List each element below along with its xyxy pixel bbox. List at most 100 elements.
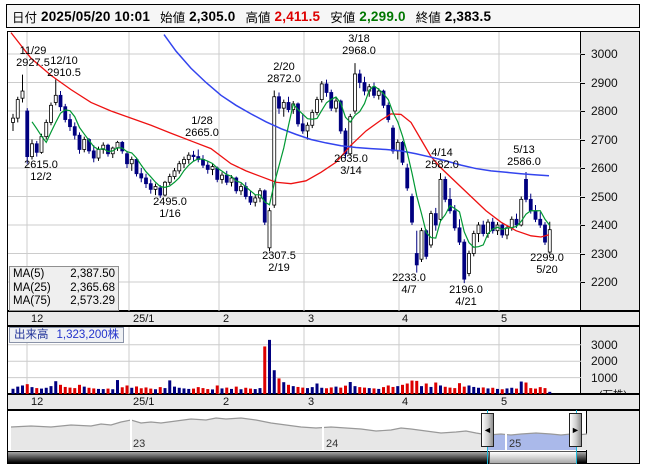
volume-bar	[11, 388, 15, 394]
candle-body	[148, 183, 153, 190]
candle-body	[372, 86, 376, 96]
candle-body	[68, 119, 72, 128]
volume-tick-label: 3000	[591, 337, 618, 352]
candle-body	[547, 229, 552, 253]
candle-body	[44, 122, 49, 138]
price-tick-label: 2500	[591, 189, 618, 204]
volume-bar	[215, 385, 219, 394]
volume-bar	[548, 391, 552, 394]
volume-bar	[524, 382, 528, 394]
candle-body	[362, 82, 367, 92]
high-label: 高値	[245, 10, 271, 25]
navigator-area	[11, 418, 587, 450]
volume-bar	[82, 386, 86, 394]
high-value: 2,411.5	[274, 8, 321, 24]
candle-body	[500, 224, 505, 236]
candle-body	[172, 170, 177, 177]
price-chart-x-axis: 12 25/1 2 3 4 5	[7, 311, 640, 326]
price-tick-mark	[581, 282, 585, 283]
volume-bar	[87, 387, 91, 394]
candle-body	[414, 253, 419, 266]
volume-bar	[35, 388, 39, 394]
price-tick-label: 2400	[591, 218, 618, 232]
volume-bar	[382, 387, 385, 394]
candle-body	[91, 150, 96, 159]
candle-body	[30, 143, 34, 158]
volume-bar	[239, 389, 243, 394]
volume-bar	[310, 387, 314, 394]
date-label: 日付	[12, 10, 38, 25]
volume-bar	[481, 387, 485, 394]
candle-body	[348, 116, 353, 155]
navigator-inactive-area	[587, 410, 640, 464]
candle-body	[272, 96, 277, 206]
low-label: 安値	[330, 10, 356, 25]
price-tick-label: 2900	[591, 75, 618, 90]
volume-bar	[78, 384, 81, 394]
price-tick-label: 2200	[591, 275, 618, 289]
volume-bar	[225, 387, 229, 394]
range-handle-right[interactable]: ►	[569, 413, 582, 447]
candle-body	[253, 197, 258, 203]
range-handle-left[interactable]: ◄	[481, 413, 494, 447]
month-label: 4	[402, 396, 409, 408]
volume-bar	[344, 385, 347, 394]
ma5-label: MA(5)	[13, 268, 45, 280]
volume-bar	[538, 387, 542, 394]
candle-body	[543, 224, 547, 243]
volume-bar	[230, 388, 233, 394]
price-tick-label: 2700	[591, 132, 618, 147]
candle-body	[471, 233, 476, 254]
volume-bar	[363, 387, 366, 394]
candle-body	[300, 123, 305, 132]
volume-bar	[315, 383, 319, 394]
volume-bar	[101, 389, 105, 394]
price-tick-mark	[581, 225, 585, 226]
scrollbar-track[interactable]	[7, 451, 587, 464]
candle-body	[433, 213, 438, 226]
candle-body	[452, 210, 457, 229]
volume-bar	[348, 382, 352, 394]
candle-body	[509, 218, 514, 229]
candle-body	[410, 196, 414, 223]
candle-body	[296, 103, 300, 125]
volume-bar	[486, 388, 490, 394]
candle-body	[357, 73, 362, 83]
candle-body	[267, 210, 272, 249]
price-tick-label: 3000	[591, 47, 618, 61]
candle-body	[77, 134, 82, 150]
volume-bar	[282, 382, 286, 394]
volume-bar	[182, 388, 186, 394]
candle-body	[400, 141, 405, 163]
candle-body	[481, 224, 486, 234]
scrollbar-thumb[interactable]	[489, 451, 577, 464]
close-value: 2,383.5	[444, 8, 492, 24]
candle-body	[324, 83, 329, 93]
candle-body	[429, 213, 433, 246]
candle-body	[391, 127, 395, 152]
volume-bar	[515, 388, 518, 394]
candle-body	[424, 230, 429, 257]
volume-bar	[277, 378, 281, 394]
low-value: 2,299.0	[359, 8, 406, 24]
volume-bar	[59, 384, 62, 394]
volume-bar	[377, 388, 381, 394]
price-chart-plot[interactable]	[7, 31, 582, 312]
month-label: 2	[223, 396, 230, 408]
candle-body	[101, 144, 106, 150]
candle-body	[443, 178, 448, 200]
candle-body	[210, 166, 215, 170]
candle-body	[15, 99, 20, 119]
candle-body	[220, 174, 224, 180]
candle-body	[58, 94, 63, 108]
volume-legend: 出来高 1,323,200株	[9, 327, 125, 343]
price-tick-mark	[581, 168, 585, 169]
ma25-value: 2,365.68	[70, 281, 115, 294]
volume-bar	[434, 382, 438, 394]
candle-body	[106, 144, 110, 155]
volume-bar	[68, 387, 72, 394]
range-navigator[interactable]: 23 24 25	[7, 410, 588, 451]
volume-bar	[253, 389, 257, 394]
volume-bar	[187, 388, 191, 394]
